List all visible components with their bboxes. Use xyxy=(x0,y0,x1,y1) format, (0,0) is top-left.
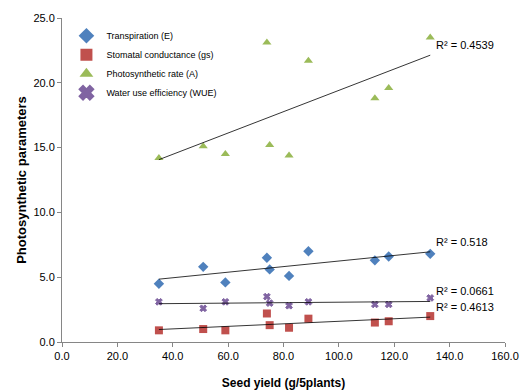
svg-text:R² = 0.0661: R² = 0.0661 xyxy=(436,285,494,297)
svg-text:Stomatal conductance (gs): Stomatal conductance (gs) xyxy=(106,50,213,60)
svg-text:Photosynthetic parameters: Photosynthetic parameters xyxy=(14,96,29,264)
svg-text:5.0: 5.0 xyxy=(40,271,55,283)
svg-text:60.0: 60.0 xyxy=(217,350,238,362)
svg-text:80.0: 80.0 xyxy=(273,350,294,362)
svg-text:R² = 0.4613: R² = 0.4613 xyxy=(436,301,494,313)
svg-text:Water use efficiency (WUE): Water use efficiency (WUE) xyxy=(106,88,216,98)
svg-text:160.0: 160.0 xyxy=(491,350,519,362)
svg-text:20.0: 20.0 xyxy=(107,350,128,362)
svg-text:120.0: 120.0 xyxy=(380,350,408,362)
svg-text:140.0: 140.0 xyxy=(436,350,464,362)
svg-text:Transpiration (E): Transpiration (E) xyxy=(106,31,173,41)
svg-text:R² = 0.4539: R² = 0.4539 xyxy=(436,39,494,51)
svg-text:40.0: 40.0 xyxy=(162,350,183,362)
svg-text:10.0: 10.0 xyxy=(33,206,54,218)
svg-text:15.0: 15.0 xyxy=(33,141,54,153)
svg-text:R² = 0.518: R² = 0.518 xyxy=(436,236,488,248)
svg-text:Seed yield (g/5plants): Seed yield (g/5plants) xyxy=(222,376,345,390)
svg-text:25.0: 25.0 xyxy=(33,12,54,24)
svg-text:0.0: 0.0 xyxy=(54,350,69,362)
svg-text:100.0: 100.0 xyxy=(325,350,353,362)
svg-text:0.0: 0.0 xyxy=(40,336,55,348)
svg-text:20.0: 20.0 xyxy=(33,77,54,89)
svg-text:Photosynthetic rate (A): Photosynthetic rate (A) xyxy=(106,69,198,79)
